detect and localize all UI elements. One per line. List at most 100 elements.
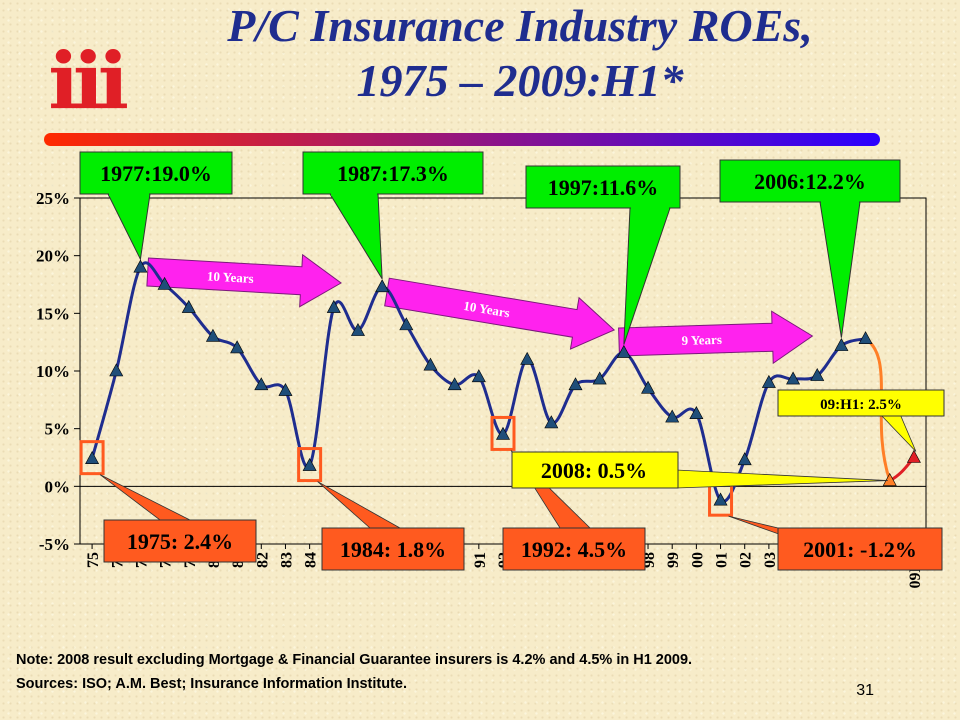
trough-callout: 1992: 4.5% bbox=[490, 415, 646, 571]
data-point bbox=[205, 328, 220, 342]
trough-highlight-box bbox=[490, 415, 516, 451]
page-title-line1: P/C Insurance Industry ROEs, bbox=[227, 0, 813, 51]
data-point-2008 bbox=[882, 472, 897, 486]
x-tick-label: 99 bbox=[665, 552, 682, 568]
peak-callout-box bbox=[525, 165, 681, 209]
callout-2008-label: 2008: 0.5% bbox=[541, 458, 647, 483]
plot-frame bbox=[79, 197, 927, 545]
x-tick-label: 82 bbox=[254, 552, 271, 568]
peak-callout: 1977:19.0% bbox=[79, 151, 233, 261]
trough-callout-label: 1992: 4.5% bbox=[521, 537, 627, 562]
y-tick-label: -5% bbox=[39, 535, 70, 554]
cycle-arrow: 10 Years bbox=[146, 253, 342, 308]
y-tick-label: 15% bbox=[36, 304, 70, 323]
trough-callout-label: 1975: 2.4% bbox=[127, 529, 233, 554]
trough-callout-box bbox=[777, 527, 943, 571]
data-point bbox=[592, 371, 607, 385]
data-point bbox=[109, 363, 124, 377]
data-point bbox=[230, 340, 245, 354]
data-point bbox=[544, 415, 559, 429]
data-point bbox=[834, 337, 849, 351]
trough-callout: 1984: 1.8% bbox=[297, 447, 465, 571]
trough-callout-box bbox=[321, 527, 465, 571]
data-point bbox=[689, 406, 704, 419]
x-tick-label: 75 bbox=[85, 552, 102, 568]
data-point bbox=[737, 452, 752, 466]
peak-callout-box bbox=[79, 151, 233, 195]
data-point bbox=[278, 382, 293, 396]
data-point bbox=[616, 344, 631, 358]
peak-callout-join bbox=[631, 206, 669, 210]
peak-callout-label: 1997:11.6% bbox=[548, 175, 659, 200]
y-tick-label: 25% bbox=[36, 189, 70, 208]
callout-2009h1: 09:H1: 2.5% bbox=[777, 389, 945, 452]
data-point bbox=[641, 380, 656, 394]
data-point bbox=[858, 331, 873, 345]
data-point-2009h1 bbox=[906, 449, 921, 463]
cycle-arrow-label: 10 Years bbox=[207, 268, 255, 286]
y-tick-label: 5% bbox=[45, 420, 71, 439]
footnote-note: Note: 2008 result excluding Mortgage & F… bbox=[16, 652, 693, 668]
data-point bbox=[157, 276, 172, 290]
peak-callout: 1997:11.6% bbox=[525, 165, 681, 345]
trough-callout-pointer bbox=[317, 481, 402, 529]
cycle-arrow: 9 Years bbox=[618, 310, 814, 365]
data-point bbox=[133, 259, 148, 273]
x-tick-label: 84 bbox=[303, 552, 320, 568]
x-tick-label: 03 bbox=[762, 552, 779, 568]
data-point bbox=[423, 357, 438, 371]
data-point bbox=[520, 351, 535, 365]
title-accent-bar bbox=[44, 133, 880, 146]
data-point bbox=[786, 371, 801, 385]
x-tick-label: 01 bbox=[714, 552, 731, 568]
callout-2009h1-label: 09:H1: 2.5% bbox=[820, 397, 902, 413]
cycle-arrow-label: 9 Years bbox=[681, 332, 722, 348]
data-point bbox=[495, 426, 511, 440]
trough-callout-box bbox=[103, 519, 257, 563]
callout-2008-box bbox=[511, 451, 679, 489]
trough-callout-label: 1984: 1.8% bbox=[340, 537, 446, 562]
peak-callout: 1987:17.3% bbox=[302, 151, 484, 280]
y-tick-label: 0% bbox=[45, 477, 71, 496]
peak-callout-pointer bbox=[329, 193, 383, 280]
callout-2009h1-pointer bbox=[879, 413, 917, 452]
data-point bbox=[375, 279, 390, 293]
x-tick-label: 02 bbox=[738, 552, 755, 568]
peak-callout-join bbox=[109, 192, 149, 196]
data-point bbox=[471, 369, 486, 383]
data-point bbox=[713, 492, 728, 506]
x-tick-label: 91 bbox=[472, 552, 489, 568]
y-tick-label: 10% bbox=[36, 362, 70, 381]
data-point bbox=[302, 457, 317, 471]
trough-highlight-box bbox=[297, 447, 323, 483]
data-point bbox=[326, 299, 341, 313]
cycle-arrow: 10 Years bbox=[384, 277, 616, 350]
trough-callout: 1975: 2.4% bbox=[79, 440, 257, 563]
peak-callout-box bbox=[302, 151, 484, 195]
trough-callout: 2001: -1.2% bbox=[708, 481, 943, 571]
page-number: 31 bbox=[856, 682, 874, 699]
peak-callout-join bbox=[821, 200, 859, 204]
iii-logo: iii bbox=[48, 36, 129, 127]
callout-2009h1-box bbox=[777, 389, 945, 417]
data-point bbox=[254, 377, 269, 391]
trough-highlight-box bbox=[79, 440, 105, 476]
data-point bbox=[181, 299, 196, 313]
peak-callout-pointer bbox=[623, 207, 671, 345]
data-point bbox=[568, 377, 583, 391]
trough-callout-label: 2001: -1.2% bbox=[803, 537, 917, 562]
cycle-arrow-shape bbox=[146, 253, 342, 308]
y-tick-label: 20% bbox=[36, 247, 70, 266]
peak-callout-label: 1987:17.3% bbox=[337, 161, 449, 186]
footnote-sources: Sources: ISO; A.M. Best; Insurance Infor… bbox=[16, 676, 408, 692]
cycle-arrow-shape bbox=[384, 277, 616, 350]
data-point bbox=[350, 323, 365, 336]
x-tick-label: 83 bbox=[278, 552, 295, 568]
data-point bbox=[761, 374, 776, 388]
peak-callout-join bbox=[331, 192, 377, 196]
data-point bbox=[85, 451, 100, 464]
trough-callout-box bbox=[502, 527, 646, 571]
callout-2008-pointer bbox=[675, 469, 888, 489]
data-point bbox=[810, 367, 825, 381]
